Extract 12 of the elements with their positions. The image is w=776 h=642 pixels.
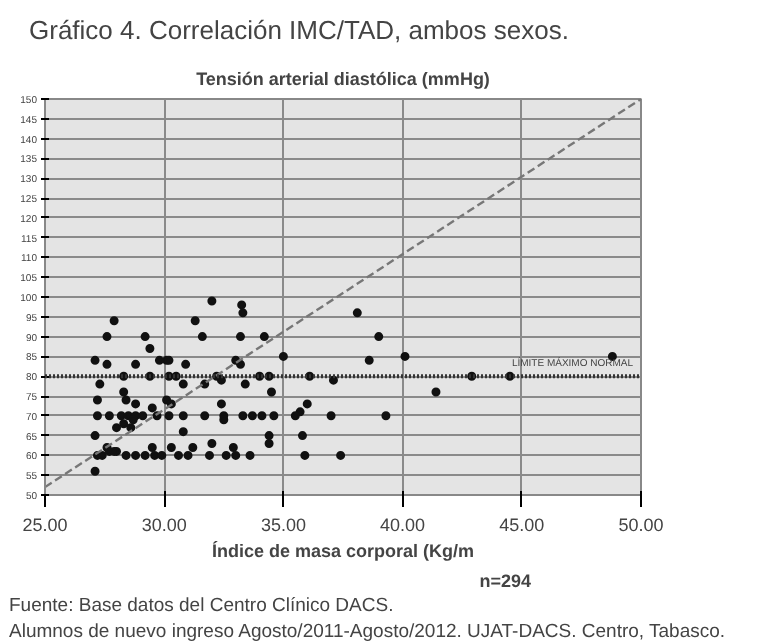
x-tick-label: 45.00 [499,515,545,535]
text: n=294 [479,571,532,591]
text: Alumnos de nuevo ingreso Agosto/2011-Agosto/2012. UJAT-DACS. Centro, Tabasco. [9,621,726,642]
chart-title: Gráfico 4. Correlación IMC/TAD, ambos sexos. [29,15,569,45]
x-tick-label: 50.00 [618,515,664,535]
x-axis-title: Índice de masa corporal (Kg/m [211,541,475,561]
source-note: Fuente: Base datos del Centro Clínico DACS. [9,595,394,617]
x-tick-label: 40.00 [380,515,426,535]
x-tick-label: 35.00 [260,515,306,535]
x-tick-label: 25.00 [22,515,68,535]
y-axis-title: Tensión arterial diastólica (mmHg) [196,69,490,89]
x-tick-label: 30.00 [141,515,187,535]
